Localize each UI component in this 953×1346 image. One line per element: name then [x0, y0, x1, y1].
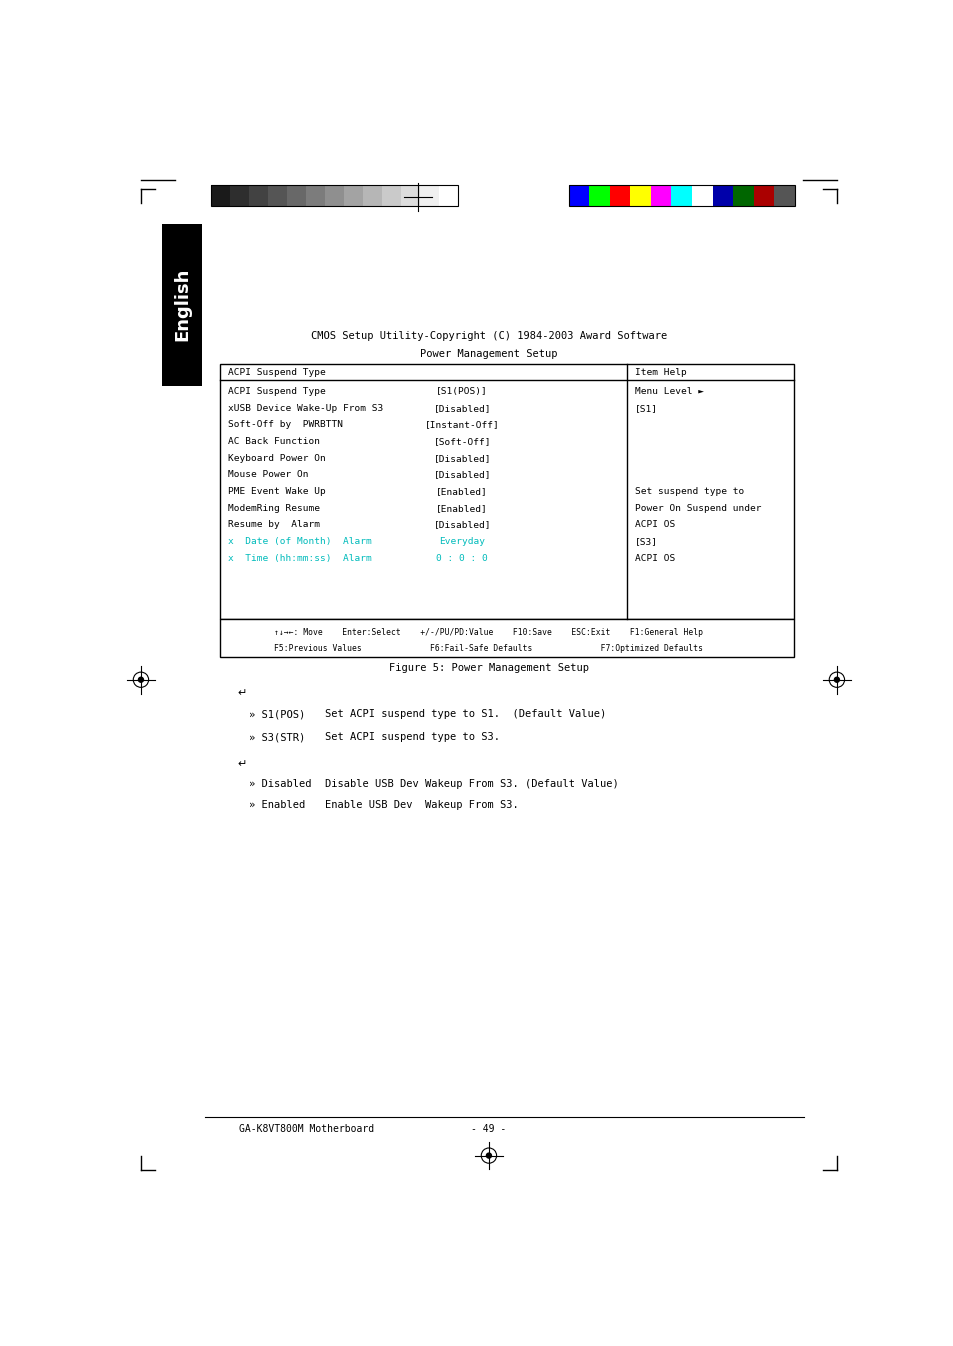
Text: ACPI OS: ACPI OS [634, 553, 674, 563]
Bar [419, 184, 438, 206]
Text: Mouse Power On: Mouse Power On [228, 470, 308, 479]
Text: Keyboard Power On: Keyboard Power On [228, 454, 325, 463]
Text: Disable USB Dev Wakeup From S3. (Default Value): Disable USB Dev Wakeup From S3. (Default… [324, 779, 618, 789]
Text: [Enabled]: [Enabled] [436, 503, 488, 513]
Bar [400, 184, 419, 206]
Bar [324, 184, 343, 206]
Text: [S3]: [S3] [634, 537, 657, 546]
Bar [753, 184, 773, 206]
Text: ACPI OS: ACPI OS [634, 521, 674, 529]
Circle shape [486, 1154, 491, 1158]
Text: [Enabled]: [Enabled] [436, 487, 488, 497]
Bar [249, 184, 268, 206]
Text: xUSB Device Wake-Up From S3: xUSB Device Wake-Up From S3 [228, 404, 382, 413]
Text: ACPI Suspend Type: ACPI Suspend Type [228, 367, 325, 377]
Bar [230, 184, 249, 206]
Text: » S3(STR): » S3(STR) [249, 732, 305, 743]
Bar [650, 184, 671, 206]
Bar [712, 184, 732, 206]
Text: AC Back Function: AC Back Function [228, 437, 319, 446]
Bar [211, 184, 457, 206]
Text: Power On Suspend under: Power On Suspend under [634, 503, 760, 513]
Bar [381, 184, 400, 206]
Circle shape [834, 677, 839, 682]
Text: » Disabled: » Disabled [249, 779, 312, 789]
Text: CMOS Setup Utility-Copyright (C) 1984-2003 Award Software: CMOS Setup Utility-Copyright (C) 1984-20… [311, 331, 666, 341]
Text: [S1]: [S1] [634, 404, 657, 413]
Bar [343, 184, 362, 206]
Bar [630, 184, 650, 206]
Circle shape [415, 194, 419, 199]
Text: [Instant-Off]: [Instant-Off] [424, 420, 499, 429]
Bar [568, 184, 794, 206]
Bar [162, 223, 202, 385]
Bar [211, 184, 230, 206]
Text: English: English [172, 268, 191, 342]
Bar [362, 184, 381, 206]
Text: F5:Previous Values              F6:Fail-Safe Defaults              F7:Optimized : F5:Previous Values F6:Fail-Safe Defaults… [274, 643, 702, 653]
Text: Soft-Off by  PWRBTTN: Soft-Off by PWRBTTN [228, 420, 342, 429]
Bar [732, 184, 753, 206]
Text: GA-K8VT800M Motherboard: GA-K8VT800M Motherboard [239, 1124, 375, 1133]
Text: [Disabled]: [Disabled] [433, 470, 491, 479]
Text: » S1(POS): » S1(POS) [249, 709, 305, 719]
Text: [S1(POS)]: [S1(POS)] [436, 388, 488, 396]
Text: Enable USB Dev  Wakeup From S3.: Enable USB Dev Wakeup From S3. [324, 801, 517, 810]
Bar [286, 184, 305, 206]
Text: Set suspend type to: Set suspend type to [634, 487, 743, 497]
Circle shape [138, 677, 143, 682]
Bar [438, 184, 457, 206]
Text: Resume by  Alarm: Resume by Alarm [228, 521, 319, 529]
Text: PME Event Wake Up: PME Event Wake Up [228, 487, 325, 497]
Bar [609, 184, 630, 206]
Bar [773, 184, 794, 206]
Text: Figure 5: Power Management Setup: Figure 5: Power Management Setup [389, 664, 588, 673]
Bar [691, 184, 712, 206]
Bar [671, 184, 691, 206]
Text: ACPI Suspend Type: ACPI Suspend Type [228, 388, 325, 396]
Text: ↵: ↵ [236, 689, 246, 699]
Text: » Enabled: » Enabled [249, 801, 305, 810]
Bar [220, 363, 793, 619]
Text: ↑↓→←: Move    Enter:Select    +/-/PU/PD:Value    F10:Save    ESC:Exit    F1:Gene: ↑↓→←: Move Enter:Select +/-/PU/PD:Value … [274, 629, 702, 637]
Text: x  Time (hh:mm:ss)  Alarm: x Time (hh:mm:ss) Alarm [228, 553, 371, 563]
Bar [305, 184, 324, 206]
Text: [Soft-Off]: [Soft-Off] [433, 437, 491, 446]
Text: - 49 -: - 49 - [471, 1124, 506, 1133]
Bar [268, 184, 286, 206]
Text: Everyday: Everyday [438, 537, 485, 546]
Bar [568, 184, 589, 206]
Text: Item Help: Item Help [634, 367, 685, 377]
Text: Set ACPI suspend type to S1.  (Default Value): Set ACPI suspend type to S1. (Default Va… [324, 709, 605, 719]
Bar [589, 184, 609, 206]
Text: x  Date (of Month)  Alarm: x Date (of Month) Alarm [228, 537, 371, 546]
Text: [Disabled]: [Disabled] [433, 404, 491, 413]
Bar [220, 619, 793, 657]
Text: 0 : 0 : 0: 0 : 0 : 0 [436, 553, 488, 563]
Text: ModemRing Resume: ModemRing Resume [228, 503, 319, 513]
Text: [Disabled]: [Disabled] [433, 454, 491, 463]
Text: Power Management Setup: Power Management Setup [419, 349, 558, 359]
Text: ↵: ↵ [236, 759, 246, 770]
Text: [Disabled]: [Disabled] [433, 521, 491, 529]
Text: Menu Level ►: Menu Level ► [634, 388, 703, 396]
Text: Set ACPI suspend type to S3.: Set ACPI suspend type to S3. [324, 732, 499, 743]
